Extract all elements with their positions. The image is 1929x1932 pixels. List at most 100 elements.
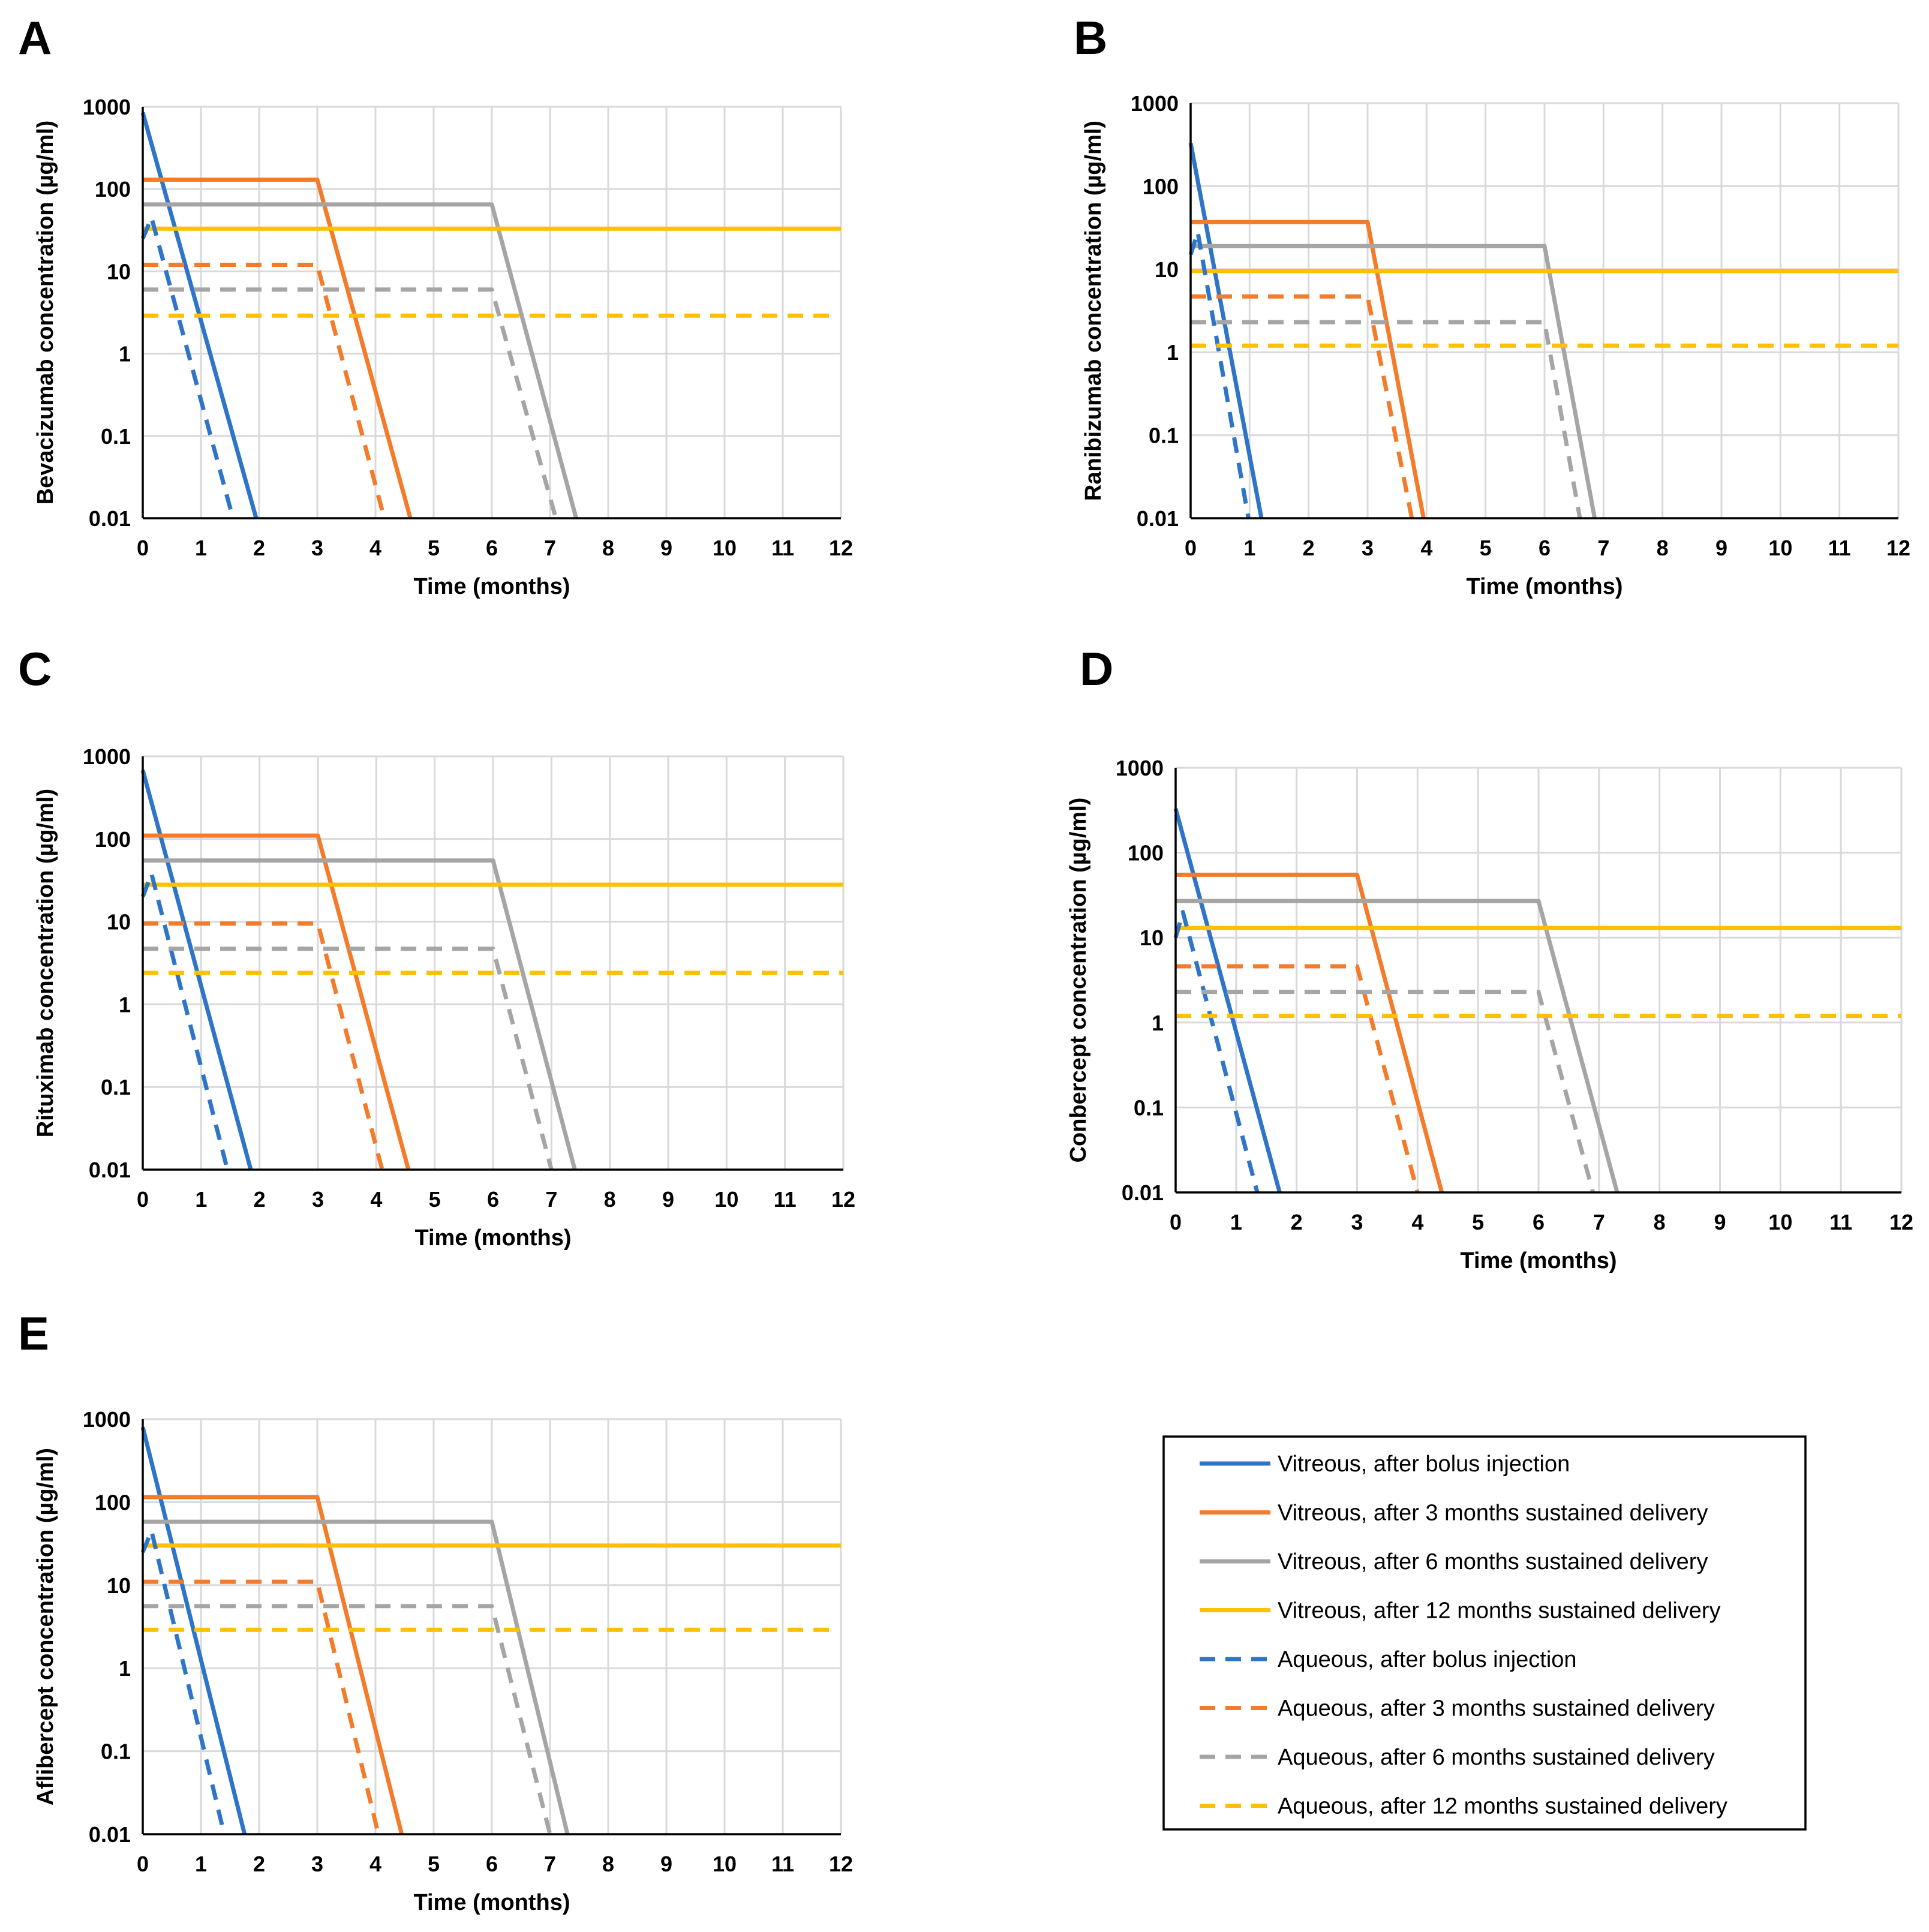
x-tick-label: 7 (1593, 1210, 1605, 1234)
x-tick-label: 4 (1420, 536, 1432, 560)
y-tick-label: 1 (119, 992, 131, 1017)
x-tick-label: 6 (486, 1852, 498, 1876)
grid (1174, 767, 1903, 1194)
series-line: Vitreous, after 3 months sustained deliv… (143, 178, 413, 519)
x-tick-label: 6 (1533, 1210, 1545, 1234)
x-tick-label: 6 (1539, 536, 1551, 560)
y-tick-label: 10 (107, 1573, 131, 1598)
x-tick-label: 11 (771, 1852, 794, 1876)
x-tick-label: 12 (1886, 536, 1910, 560)
x-tick-label: 10 (1768, 1210, 1792, 1234)
grid (142, 1418, 842, 1835)
x-tick-label: 8 (602, 1852, 614, 1876)
x-tick-label: 9 (660, 536, 672, 560)
x-tick-label: 11 (774, 1187, 797, 1212)
x-axis-title: Time (months) (413, 574, 570, 599)
x-tick-label: 8 (1654, 1210, 1666, 1234)
x-tick-label: 12 (831, 1187, 855, 1212)
series-group: Vitreous, after bolus injectionVitreous,… (140, 112, 841, 519)
series-line: Aqueous, after bolus injection (140, 1528, 227, 1835)
y-axis-title: Ranibizumab concentration (µg/ml) (1081, 121, 1106, 501)
x-tick-label: 10 (1768, 536, 1792, 560)
series-line: Vitreous, after 6 months sustained deliv… (143, 858, 577, 1170)
legend-label: Vitreous, after bolus injection (1278, 1452, 1570, 1477)
panel-letter: B (1074, 11, 1107, 64)
y-tick-label: 100 (1143, 174, 1179, 199)
y-tick-label: 100 (95, 177, 131, 202)
series-line: Aqueous, after 6 months sustained delive… (1176, 990, 1596, 1193)
y-tick-label: 10 (1140, 926, 1164, 950)
legend: Vitreous, after bolus injection Vitreous,… (1162, 1435, 1807, 1831)
x-axis-title: Time (months) (1466, 574, 1622, 599)
legend-box (1162, 1435, 1807, 1831)
y-tick-label: 0.01 (89, 506, 131, 531)
x-tick-label: 0 (137, 1852, 149, 1876)
grid (1189, 102, 1900, 519)
x-tick-label: 11 (771, 536, 794, 560)
legend-label: Aqueous, after 12 months sustained deliv… (1278, 1794, 1727, 1819)
x-tick-label: 11 (1828, 536, 1851, 560)
x-tick-label: 10 (713, 1852, 737, 1876)
legend-label: Vitreous, after 3 months sustained deliv… (1278, 1501, 1708, 1526)
x-tick-label: 3 (311, 1852, 323, 1876)
y-tick-label: 1000 (83, 744, 131, 769)
x-axis-title: Time (months) (1460, 1248, 1616, 1273)
x-tick-label: 8 (604, 1187, 616, 1212)
x-tick-label: 4 (370, 1187, 382, 1212)
x-tick-label: 1 (1230, 1210, 1242, 1234)
series-line: Vitreous, after bolus injection (1188, 142, 1264, 519)
panel-letter: E (18, 1307, 49, 1360)
grid (142, 106, 842, 519)
y-tick-label: 100 (95, 1490, 131, 1515)
chart-panel-b: B Vitreous, after bolus injectionVitreous… (1074, 11, 1910, 599)
x-tick-label: 3 (1362, 536, 1374, 560)
y-tick-label: 0.01 (89, 1158, 131, 1182)
series-line: Aqueous, after 3 months sustained delive… (143, 921, 384, 1170)
x-tick-label: 9 (1714, 1210, 1726, 1234)
x-tick-label: 10 (714, 1187, 738, 1212)
x-tick-label: 3 (312, 1187, 324, 1212)
y-axis-title: Bevacizumab concentration (µg/ml) (33, 121, 58, 505)
legend-label: Aqueous, after bolus injection (1278, 1647, 1577, 1672)
y-tick-label: 0.1 (101, 1739, 131, 1764)
y-tick-label: 0.01 (89, 1822, 131, 1847)
x-tick-label: 9 (1715, 536, 1727, 560)
series-line: Vitreous, after bolus injection (1173, 808, 1282, 1193)
y-tick-label: 100 (95, 827, 131, 852)
series-line: Vitreous, after 6 months sustained deliv… (1176, 899, 1619, 1193)
x-tick-label: 2 (254, 1187, 266, 1212)
series-line: Aqueous, after 3 months sustained delive… (1191, 294, 1414, 519)
series-line: Aqueous, after 6 months sustained delive… (1191, 320, 1582, 519)
legend-label: Aqueous, after 6 months sustained delive… (1278, 1745, 1715, 1770)
y-tick-label: 1 (1152, 1011, 1164, 1035)
y-tick-label: 10 (107, 910, 131, 935)
series-line: Vitreous, after 3 months sustained deliv… (1191, 220, 1426, 519)
x-tick-label: 1 (195, 1187, 207, 1212)
x-tick-label: 12 (829, 536, 853, 560)
y-tick-label: 0.1 (1134, 1095, 1164, 1120)
x-tick-label: 8 (602, 536, 614, 560)
series-line: Aqueous, after bolus injection (140, 872, 230, 1170)
series-line: Aqueous, after 6 months sustained delive… (143, 947, 554, 1170)
y-tick-label: 100 (1128, 841, 1164, 866)
x-tick-label: 6 (487, 1187, 499, 1212)
x-tick-label: 0 (137, 1187, 149, 1212)
series-group: Vitreous, after bolus injectionVitreous,… (1188, 142, 1898, 519)
x-tick-label: 0 (137, 536, 149, 560)
x-tick-label: 7 (544, 536, 556, 560)
chart-panel-a: A Vitreous, after bolus injectionVitreous… (18, 11, 853, 599)
x-axis-title: Time (months) (413, 1890, 570, 1915)
chart-panel-c: C Vitreous, after bolus injectionVitreous… (18, 642, 855, 1251)
x-tick-label: 7 (1597, 536, 1609, 560)
x-tick-label: 10 (713, 536, 737, 560)
x-tick-label: 4 (369, 536, 381, 560)
x-tick-label: 5 (1472, 1210, 1484, 1234)
x-tick-label: 11 (1829, 1210, 1852, 1234)
grid (142, 755, 845, 1171)
series-line: Vitreous, after 3 months sustained deliv… (1176, 872, 1444, 1193)
x-tick-label: 0 (1185, 536, 1197, 560)
series-line: Vitreous, after bolus injection (140, 770, 253, 1170)
x-tick-label: 5 (428, 536, 440, 560)
x-tick-label: 1 (195, 536, 207, 560)
